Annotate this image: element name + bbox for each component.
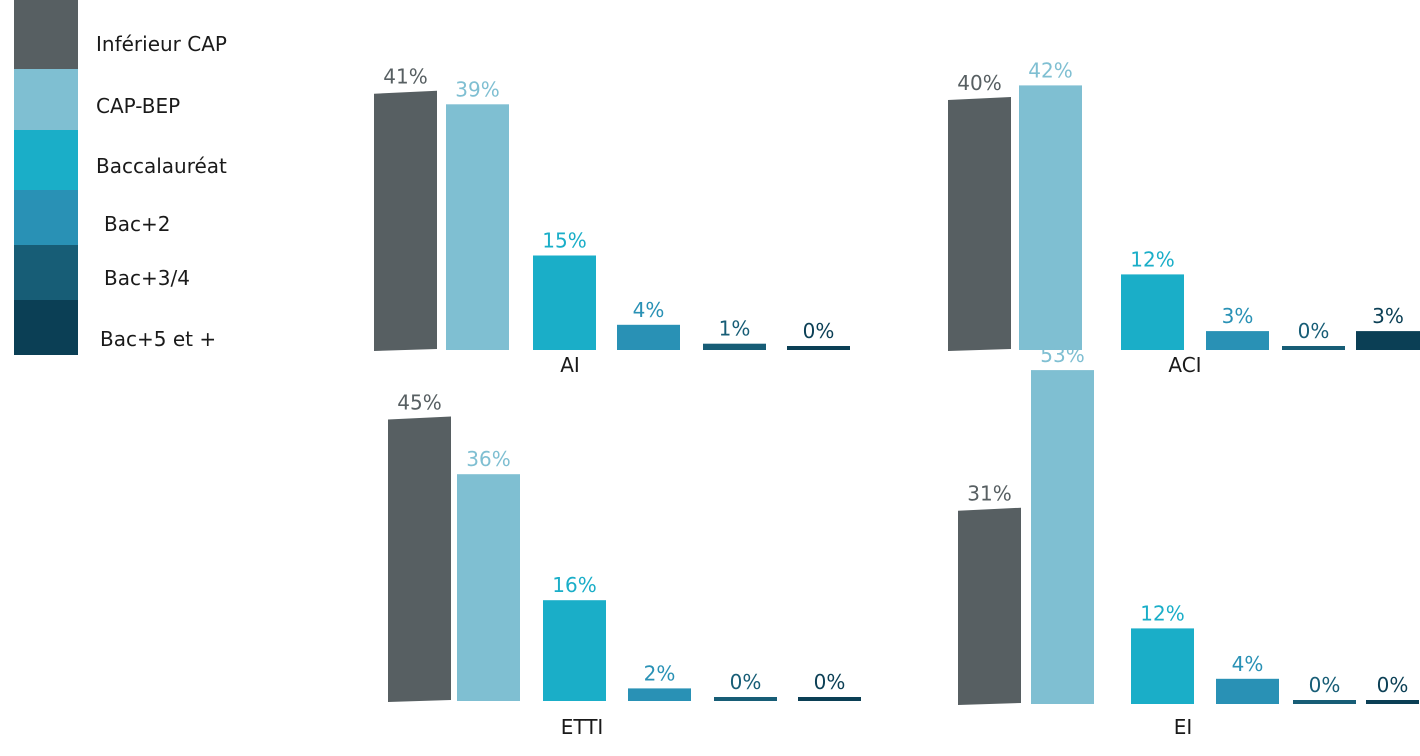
- bar: [543, 600, 606, 701]
- data-label: 45%: [397, 391, 441, 415]
- data-label: 0%: [814, 670, 846, 694]
- data-label: 42%: [1028, 58, 1072, 82]
- data-label: 0%: [1377, 673, 1409, 697]
- bar: [948, 97, 1011, 351]
- data-label: 3%: [1372, 304, 1404, 328]
- bar: [798, 697, 861, 701]
- data-label: 1%: [719, 317, 751, 341]
- data-label: 15%: [542, 229, 586, 253]
- legend-swatch: [14, 300, 78, 355]
- bar: [1216, 678, 1279, 704]
- chart-ai: 41% 39% 15% 4% 1% 0% AI: [374, 65, 850, 377]
- bar: [1282, 346, 1345, 350]
- data-label: 0%: [803, 319, 835, 343]
- legend-swatch: [14, 245, 78, 300]
- data-label: 3%: [1222, 304, 1254, 328]
- bar: [1031, 370, 1094, 704]
- bar: [533, 255, 596, 350]
- data-label: 0%: [730, 670, 762, 694]
- bar: [1356, 331, 1420, 350]
- data-label: 31%: [967, 482, 1011, 506]
- data-label: 12%: [1140, 601, 1184, 625]
- legend-label: Bac+5 et +: [100, 327, 217, 351]
- legend-label: Bac+3/4: [104, 266, 190, 290]
- legend-swatch: [14, 190, 78, 245]
- data-label: 12%: [1130, 247, 1174, 271]
- data-label: 40%: [957, 71, 1001, 95]
- chart-title: ACI: [1168, 353, 1201, 377]
- data-label: 0%: [1309, 673, 1341, 697]
- legend-swatch: [14, 130, 78, 190]
- chart-aci: 40% 42% 12% 3% 0% 3% ACI: [948, 58, 1420, 377]
- legend-label: Bac+2: [104, 212, 171, 236]
- chart-ei: 31% 53% 12% 4% 0% 0% EI: [958, 343, 1419, 739]
- chart-title: AI: [560, 353, 580, 377]
- bar: [1121, 274, 1184, 350]
- data-label: 2%: [644, 661, 676, 685]
- data-label: 0%: [1298, 319, 1330, 343]
- chart-etti: 45% 36% 16% 2% 0% 0% ETTI: [388, 391, 861, 739]
- bar: [703, 343, 766, 350]
- legend-swatch: [14, 69, 78, 130]
- data-label: 4%: [633, 298, 665, 322]
- legend-label: CAP-BEP: [96, 94, 181, 118]
- data-label: 36%: [466, 447, 510, 471]
- bar: [446, 104, 509, 350]
- legend-swatch: [14, 0, 78, 69]
- bar: [958, 507, 1021, 705]
- legend-label: Inférieur CAP: [96, 32, 227, 56]
- legend: Inférieur CAP CAP-BEP Baccalauréat Bac+2 Bac…: [0, 0, 320, 380]
- bar: [374, 90, 437, 351]
- data-label: 39%: [455, 77, 499, 101]
- chart-title: ETTI: [561, 715, 604, 739]
- data-label: 4%: [1232, 652, 1264, 676]
- bar: [1131, 628, 1194, 704]
- bar: [628, 688, 691, 701]
- bar: [617, 324, 680, 350]
- data-label: 41%: [383, 65, 427, 89]
- data-label: 53%: [1040, 343, 1084, 367]
- bar: [1366, 700, 1419, 704]
- bar: [457, 474, 520, 701]
- bar: [787, 346, 850, 350]
- data-label: 16%: [552, 573, 596, 597]
- bar: [388, 416, 451, 702]
- bar: [714, 697, 777, 701]
- chart-title: EI: [1174, 715, 1193, 739]
- legend-label: Baccalauréat: [96, 154, 227, 178]
- bar: [1206, 331, 1269, 350]
- bar: [1019, 85, 1082, 351]
- bar: [1293, 700, 1356, 704]
